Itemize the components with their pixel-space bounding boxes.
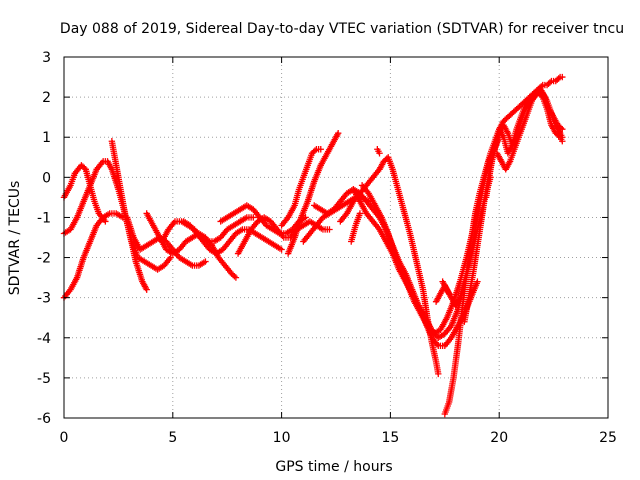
data-point [474,278,481,285]
data-point [317,146,324,153]
data-point [81,164,88,172]
data-point [250,214,257,221]
y-tick-label: -4 [37,331,51,347]
y-tick-label: 0 [42,170,51,186]
x-axis-title: GPS time / hours [275,459,392,475]
y-axis-tick-labels: -6 -5 -4 -3 -2 -1 0 1 2 3 [37,50,51,427]
y-tick-label: -3 [37,291,51,307]
x-tick-label: 15 [381,430,399,446]
x-tick-label: 20 [490,430,508,446]
data-point [202,258,209,265]
x-tick-label: 10 [273,430,291,446]
y-tick-label: -2 [37,251,51,267]
chart-title: Day 088 of 2019, Sidereal Day-to-day VTE… [60,21,624,37]
data-point [143,286,150,293]
y-tick-label: -5 [37,371,51,387]
data-point [311,147,319,154]
x-tick-label: 5 [168,430,177,446]
data-point [231,273,238,280]
data-point [559,134,566,141]
x-tick-label: 25 [599,430,617,446]
x-axis-tick-labels: 0 5 10 15 20 25 [60,430,617,446]
data-point [356,210,364,217]
axis-ticks [63,56,609,419]
data-point [555,75,562,82]
x-tick-label: 0 [60,430,69,446]
plot-frame [63,56,609,419]
y-tick-label: 3 [42,50,51,66]
data-point [232,274,240,281]
data-point [546,79,554,86]
data-points [60,73,566,418]
data-point [435,370,442,378]
data-point [376,150,383,157]
data-point [278,246,285,253]
y-tick-label: 1 [42,130,51,146]
data-point [559,126,566,133]
y-tick-label: -6 [37,411,51,427]
y-axis-title: SDTVAR / TECUs [7,181,23,296]
data-point [102,218,109,225]
data-point [445,290,453,297]
data-point [557,124,565,132]
data-point [326,226,333,233]
y-tick-label: -1 [37,210,51,226]
y-tick-label: 2 [42,90,51,106]
data-point [334,130,342,137]
data-point [559,73,566,81]
